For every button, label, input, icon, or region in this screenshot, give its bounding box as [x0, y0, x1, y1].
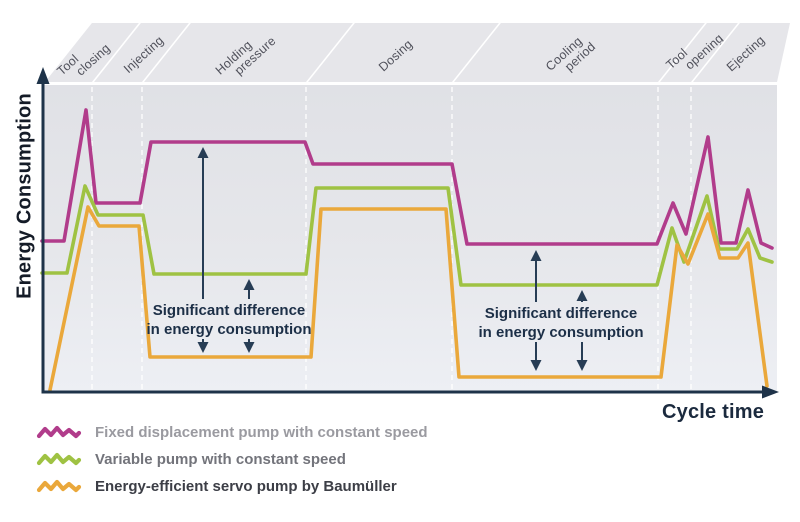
legend-item-variable-pump: Variable pump with constant speed [36, 449, 346, 469]
series-line [40, 184, 774, 287]
y-axis-title: Energy Consumption [13, 93, 36, 299]
x-axis-arrowhead-icon [762, 385, 779, 399]
y-axis-arrowhead-icon [36, 67, 50, 84]
series-line [40, 108, 774, 250]
arrow-up-head-icon [197, 147, 209, 158]
legend-label: Energy-efficient servo pump by Baumüller [95, 477, 397, 495]
plot-area-background [44, 85, 777, 391]
arrow-down-head-icon [530, 360, 542, 371]
legend-swatch-zigzag-icon [36, 425, 82, 439]
annotation-line-1: Significant difference [484, 305, 638, 322]
arrow-down-head-icon [243, 342, 255, 353]
legend-label: Fixed displacement pump with constant sp… [95, 423, 428, 441]
legend-item-servo-pump: Energy-efficient servo pump by Baumüller [36, 476, 397, 496]
legend-item-fixed-pump: Fixed displacement pump with constant sp… [36, 422, 428, 442]
legend-swatch-zigzag-icon [36, 452, 82, 466]
annotation-line-2: in energy consumption [478, 324, 644, 341]
annotation-line-2: in energy consumption [146, 321, 312, 338]
series-line [48, 205, 769, 392]
legend-swatch-zigzag-icon [36, 479, 82, 493]
legend-label: Variable pump with constant speed [95, 450, 346, 468]
arrow-down-head-icon [197, 342, 209, 353]
annotation-significant-difference-1: Significant difference in energy consump… [143, 301, 315, 339]
annotation-significant-difference-2: Significant difference in energy consump… [475, 304, 647, 342]
arrow-up-head-icon [243, 279, 255, 290]
annotation-line-1: Significant difference [152, 302, 306, 319]
arrow-down-head-icon [576, 360, 588, 371]
x-axis-title: Cycle time [662, 401, 765, 423]
arrow-up-head-icon [530, 250, 542, 261]
arrow-up-head-icon [576, 290, 588, 301]
